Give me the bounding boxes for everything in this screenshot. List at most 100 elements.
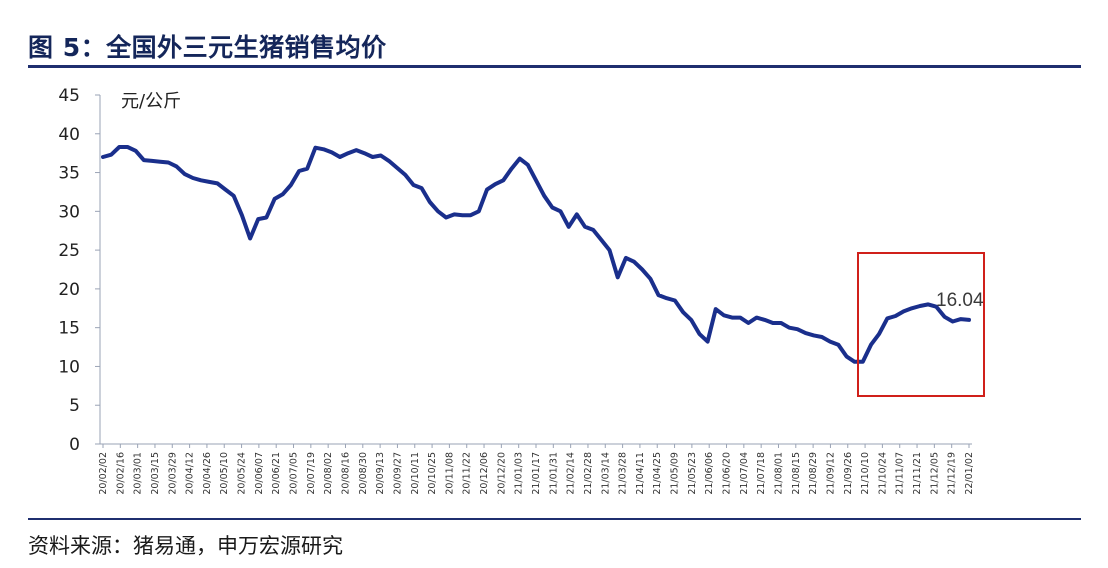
data-point bbox=[690, 318, 693, 322]
data-point bbox=[543, 194, 546, 197]
data-point bbox=[534, 179, 538, 182]
data-point bbox=[575, 213, 578, 216]
data-point bbox=[150, 159, 154, 163]
data-point bbox=[224, 188, 227, 191]
data-point bbox=[257, 217, 260, 221]
data-point bbox=[771, 321, 775, 325]
data-point bbox=[101, 155, 105, 159]
data-point bbox=[861, 360, 864, 363]
data-point bbox=[518, 157, 521, 160]
data-point bbox=[346, 152, 350, 155]
y-tick-label: 15 bbox=[58, 319, 80, 339]
data-point bbox=[183, 172, 186, 176]
data-point bbox=[567, 225, 570, 228]
data-point bbox=[330, 151, 333, 154]
x-tick-label: 20/03/29 bbox=[167, 452, 178, 495]
data-point bbox=[420, 186, 423, 190]
data-point bbox=[355, 148, 358, 152]
data-point bbox=[632, 260, 636, 263]
data-point bbox=[240, 214, 244, 217]
data-point bbox=[853, 360, 856, 363]
data-point bbox=[657, 293, 660, 297]
data-point bbox=[918, 304, 922, 308]
data-point bbox=[118, 145, 121, 149]
x-tick-label: 20/12/06 bbox=[479, 452, 490, 495]
data-point bbox=[510, 167, 513, 170]
x-tick-label: 21/09/26 bbox=[843, 452, 854, 495]
footer-divider bbox=[28, 518, 1081, 520]
data-point bbox=[796, 328, 799, 331]
data-point bbox=[126, 145, 129, 149]
data-point bbox=[608, 248, 611, 252]
data-point bbox=[739, 316, 742, 319]
x-axis: 20/02/02 20/02/16 20/03/01 20/03/15 20/03/29… bbox=[98, 443, 975, 495]
y-tick-label: 25 bbox=[58, 241, 80, 261]
data-point bbox=[869, 343, 873, 346]
data-point bbox=[199, 179, 203, 182]
x-tick-label: 20/10/11 bbox=[410, 452, 421, 495]
data-point bbox=[379, 154, 382, 157]
y-axis: 0 5 10 15 20 25 30 35 40 45 bbox=[58, 86, 101, 455]
data-point bbox=[812, 334, 815, 337]
data-point bbox=[649, 277, 652, 280]
y-tick-label: 35 bbox=[58, 164, 80, 184]
data-point bbox=[722, 314, 726, 317]
x-tick-label: 22/01/02 bbox=[964, 452, 975, 495]
x-tick-label: 20/04/12 bbox=[185, 452, 196, 495]
data-point bbox=[828, 340, 832, 343]
data-point bbox=[763, 318, 766, 322]
x-tick-label: 20/12/20 bbox=[496, 452, 507, 495]
x-tick-label: 21/06/20 bbox=[722, 452, 733, 495]
y-tick-label: 40 bbox=[58, 125, 80, 145]
x-tick-label: 20/06/07 bbox=[254, 452, 265, 495]
y-tick-label: 10 bbox=[58, 357, 80, 377]
x-tick-label: 20/07/19 bbox=[306, 452, 317, 495]
data-point bbox=[706, 340, 709, 343]
x-tick-label: 20/03/01 bbox=[133, 452, 144, 495]
y-tick-label: 0 bbox=[69, 435, 80, 455]
data-point bbox=[322, 148, 325, 151]
x-tick-label: 20/04/26 bbox=[202, 452, 213, 495]
data-point bbox=[167, 161, 170, 164]
highlight-box bbox=[857, 252, 985, 397]
x-tick-label: 21/02/14 bbox=[566, 452, 577, 495]
x-tick-label: 20/06/21 bbox=[271, 452, 282, 495]
data-point bbox=[444, 216, 448, 219]
data-point bbox=[502, 179, 505, 182]
x-tick-label: 20/03/15 bbox=[150, 452, 161, 495]
data-point bbox=[297, 169, 301, 173]
series-layer bbox=[101, 145, 971, 364]
data-point bbox=[894, 314, 897, 318]
x-tick-label: 20/08/16 bbox=[340, 452, 351, 495]
data-point bbox=[845, 355, 848, 358]
x-tick-label: 21/12/19 bbox=[947, 452, 958, 495]
y-tick-label: 20 bbox=[58, 280, 80, 300]
x-tick-label: 21/01/17 bbox=[531, 452, 542, 495]
data-point bbox=[110, 153, 113, 156]
data-point bbox=[159, 160, 162, 163]
data-point bbox=[191, 176, 195, 180]
data-point bbox=[665, 297, 668, 300]
data-point bbox=[338, 155, 342, 159]
source-note: 资料来源：猪易通，申万宏源研究 bbox=[28, 534, 343, 558]
data-point bbox=[837, 343, 840, 346]
x-tick-label: 21/01/31 bbox=[548, 452, 559, 495]
x-tick-label: 21/11/21 bbox=[912, 452, 923, 495]
data-point bbox=[142, 158, 145, 162]
x-tick-label: 20/08/30 bbox=[358, 452, 369, 495]
data-point bbox=[175, 165, 178, 168]
data-point bbox=[232, 194, 235, 197]
data-point bbox=[289, 183, 293, 187]
x-tick-label: 20/10/25 bbox=[427, 452, 438, 495]
x-tick-label: 20/08/02 bbox=[323, 452, 334, 495]
x-tick-label: 21/04/11 bbox=[635, 452, 646, 495]
y-tick-label: 45 bbox=[58, 86, 80, 106]
data-point bbox=[281, 193, 284, 196]
data-point bbox=[273, 197, 276, 201]
data-point bbox=[624, 256, 628, 260]
data-point bbox=[804, 331, 807, 335]
x-tick-label: 20/02/02 bbox=[98, 452, 109, 495]
data-point bbox=[477, 210, 480, 213]
x-tick-label: 20/05/10 bbox=[219, 452, 230, 495]
